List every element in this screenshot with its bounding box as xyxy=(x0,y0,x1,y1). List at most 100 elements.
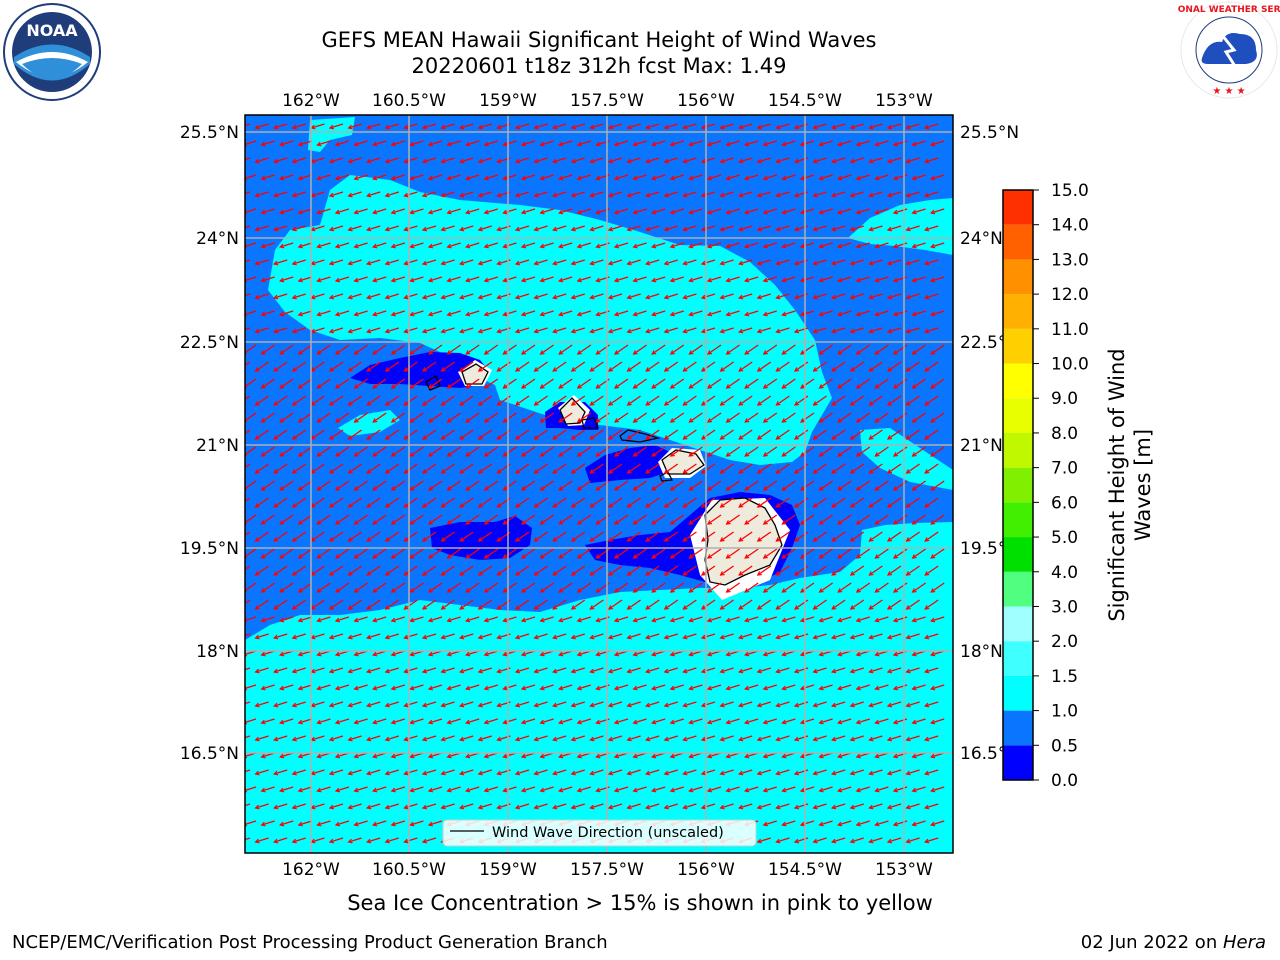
wave-arrow xyxy=(757,123,771,129)
wave-arrow-head xyxy=(477,736,483,742)
wave-arrow xyxy=(428,548,443,559)
wave-arrow-head xyxy=(886,668,893,674)
wave-arrow-head xyxy=(465,554,471,559)
wave-arrow-head xyxy=(297,617,303,623)
wave-arrow xyxy=(329,803,344,809)
wave-arrow xyxy=(354,208,368,214)
wave-arrow-head xyxy=(700,260,707,266)
wave-arrow-head xyxy=(595,452,601,457)
wave-arrow xyxy=(856,310,870,316)
wave-arrow-head xyxy=(868,503,874,508)
wave-arrow-head xyxy=(706,311,713,317)
wave-arrow xyxy=(280,616,294,622)
wave-arrow-head xyxy=(762,617,768,623)
wave-arrow xyxy=(515,327,530,333)
colorbar-segment xyxy=(1003,571,1033,607)
wave-arrow-head xyxy=(421,605,428,610)
wave-arrow xyxy=(245,497,251,503)
wave-arrow-head xyxy=(793,226,800,232)
wave-arrow xyxy=(521,582,536,593)
wave-arrow xyxy=(763,276,777,282)
wave-arrow-head xyxy=(595,520,601,525)
wave-arrow xyxy=(924,463,939,474)
wave-arrow-head xyxy=(297,787,303,793)
wave-arrow-head xyxy=(459,804,465,810)
wave-arrow-head xyxy=(496,401,502,406)
wave-arrow-head xyxy=(570,260,576,266)
wave-arrow-head xyxy=(328,770,335,776)
wave-arrow xyxy=(348,769,362,775)
wave-arrow xyxy=(800,242,815,248)
wave-arrow-head xyxy=(384,328,390,334)
wave-arrow xyxy=(590,327,604,333)
wave-arrow-head xyxy=(409,243,415,249)
wave-arrow-head xyxy=(682,634,688,640)
wave-arrow-head xyxy=(669,486,675,491)
wave-arrow xyxy=(279,378,294,389)
wave-arrow-head xyxy=(905,469,911,474)
wave-arrow-head xyxy=(775,804,781,810)
wave-arrow xyxy=(931,174,945,180)
wave-arrow-head xyxy=(477,435,483,440)
wave-arrow xyxy=(689,344,703,355)
wave-arrow-head xyxy=(539,209,545,215)
wave-arrow-head xyxy=(403,158,409,164)
wave-arrow-head xyxy=(663,702,669,708)
wave-arrow xyxy=(385,599,400,610)
wave-arrow xyxy=(441,395,455,406)
wave-arrow-head xyxy=(719,537,725,542)
wave-arrow-head xyxy=(502,588,508,593)
wave-arrow-head xyxy=(595,418,601,423)
wave-arrow xyxy=(590,361,604,372)
wave-arrow-head xyxy=(459,226,465,232)
nws-logo: NATIONAL WEATHER SERVICE ★ ★ ★ xyxy=(1178,1,1280,99)
wave-arrow xyxy=(317,684,331,690)
wave-arrow xyxy=(590,157,604,163)
wave-arrow-head xyxy=(390,651,396,657)
wave-arrow xyxy=(521,378,536,389)
wave-arrow-head xyxy=(514,294,521,300)
wave-arrow-head xyxy=(496,634,502,640)
wave-arrow-head xyxy=(477,294,483,300)
wave-arrow xyxy=(776,225,790,231)
wave-arrow xyxy=(906,667,920,673)
wave-arrow xyxy=(850,327,864,333)
wave-arrow-head xyxy=(328,401,335,406)
wave-arrow xyxy=(515,599,530,610)
wave-arrow-head xyxy=(459,260,465,266)
wave-arrow xyxy=(465,446,480,457)
wave-arrow xyxy=(478,123,492,129)
wave-arrow xyxy=(465,514,480,525)
wave-arrow xyxy=(813,259,827,265)
wave-arrow xyxy=(261,616,275,622)
lon-label-top: 153°W xyxy=(875,91,933,111)
wave-arrow xyxy=(646,803,660,809)
wave-arrow-head xyxy=(812,401,818,406)
wave-arrow-head xyxy=(725,651,731,657)
colorbar-tick-label: 6.0 xyxy=(1051,493,1078,513)
wave-arrow xyxy=(552,429,567,440)
wave-arrow-head xyxy=(514,702,521,708)
wave-arrow xyxy=(925,225,939,231)
wave-arrow-head xyxy=(390,209,396,215)
wave-arrow xyxy=(292,123,306,129)
wave-arrow-head xyxy=(347,503,353,508)
wave-arrow-head xyxy=(366,571,372,576)
wave-arrow-head xyxy=(291,770,297,776)
wave-arrow-head xyxy=(520,753,527,759)
wave-arrow-head xyxy=(353,384,359,389)
wave-arrow-head xyxy=(390,384,396,389)
lon-label-bottom: 160.5°W xyxy=(372,860,446,880)
wave-arrow xyxy=(887,361,902,372)
wave-arrow xyxy=(484,378,499,389)
wave-arrow-head xyxy=(905,328,911,334)
wave-arrow-head xyxy=(799,787,806,793)
wave-arrow-head xyxy=(297,209,303,215)
wave-arrow xyxy=(391,276,405,282)
wave-arrow-head xyxy=(260,311,266,317)
wave-arrow-head xyxy=(409,520,415,525)
wave-arrow-head xyxy=(818,311,824,317)
wave-arrow-head xyxy=(403,804,409,810)
wave-arrow xyxy=(701,361,716,372)
wave-arrow xyxy=(577,310,591,316)
